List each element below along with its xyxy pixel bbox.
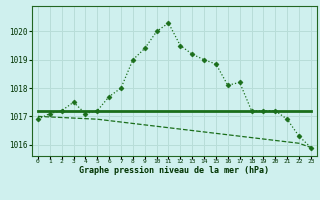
X-axis label: Graphe pression niveau de la mer (hPa): Graphe pression niveau de la mer (hPa) (79, 166, 269, 175)
